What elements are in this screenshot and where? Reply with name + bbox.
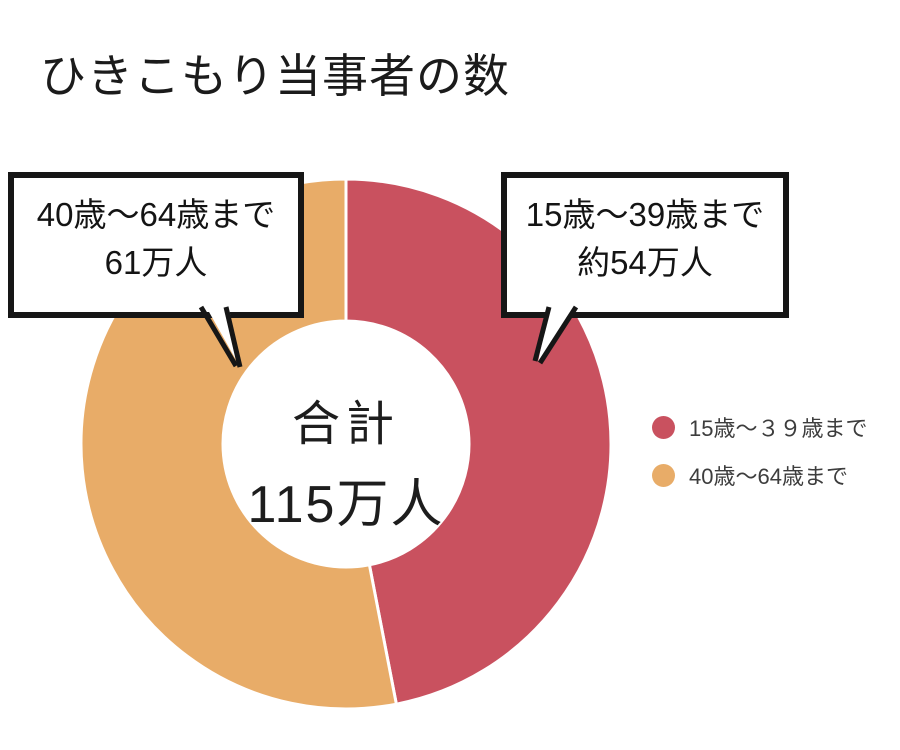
- callout-40-64-range: 40歳～64歳まで: [36, 196, 276, 234]
- legend-swatch-15-39: [652, 415, 675, 439]
- callout-40-64-value: 61万人: [104, 244, 208, 281]
- legend-item-15-39: 15歳～３９歳まで: [652, 411, 867, 443]
- total-label: 合計: [291, 398, 400, 451]
- legend-label-15-39: 15歳～３９歳まで: [689, 416, 868, 441]
- callout-15-39-range: 15歳～39歳まで: [525, 196, 765, 234]
- total-value: 115万人: [247, 476, 445, 534]
- donut-center-label: 合計 115万人: [196, 384, 496, 537]
- callout-40-64: 40歳～64歳まで 61万人: [8, 172, 304, 318]
- legend-item-40-64: 40歳～64歳まで: [652, 459, 867, 491]
- callout-15-39: 15歳～39歳まで 約54万人: [501, 172, 789, 318]
- page-title: ひきこもり当事者の数: [40, 50, 510, 102]
- legend-label-40-64: 40歳～64歳まで: [689, 464, 848, 489]
- legend: 15歳～３９歳まで 40歳～64歳まで: [652, 411, 867, 491]
- callout-15-39-value: 約54万人: [577, 244, 713, 281]
- legend-swatch-40-64: [652, 463, 675, 487]
